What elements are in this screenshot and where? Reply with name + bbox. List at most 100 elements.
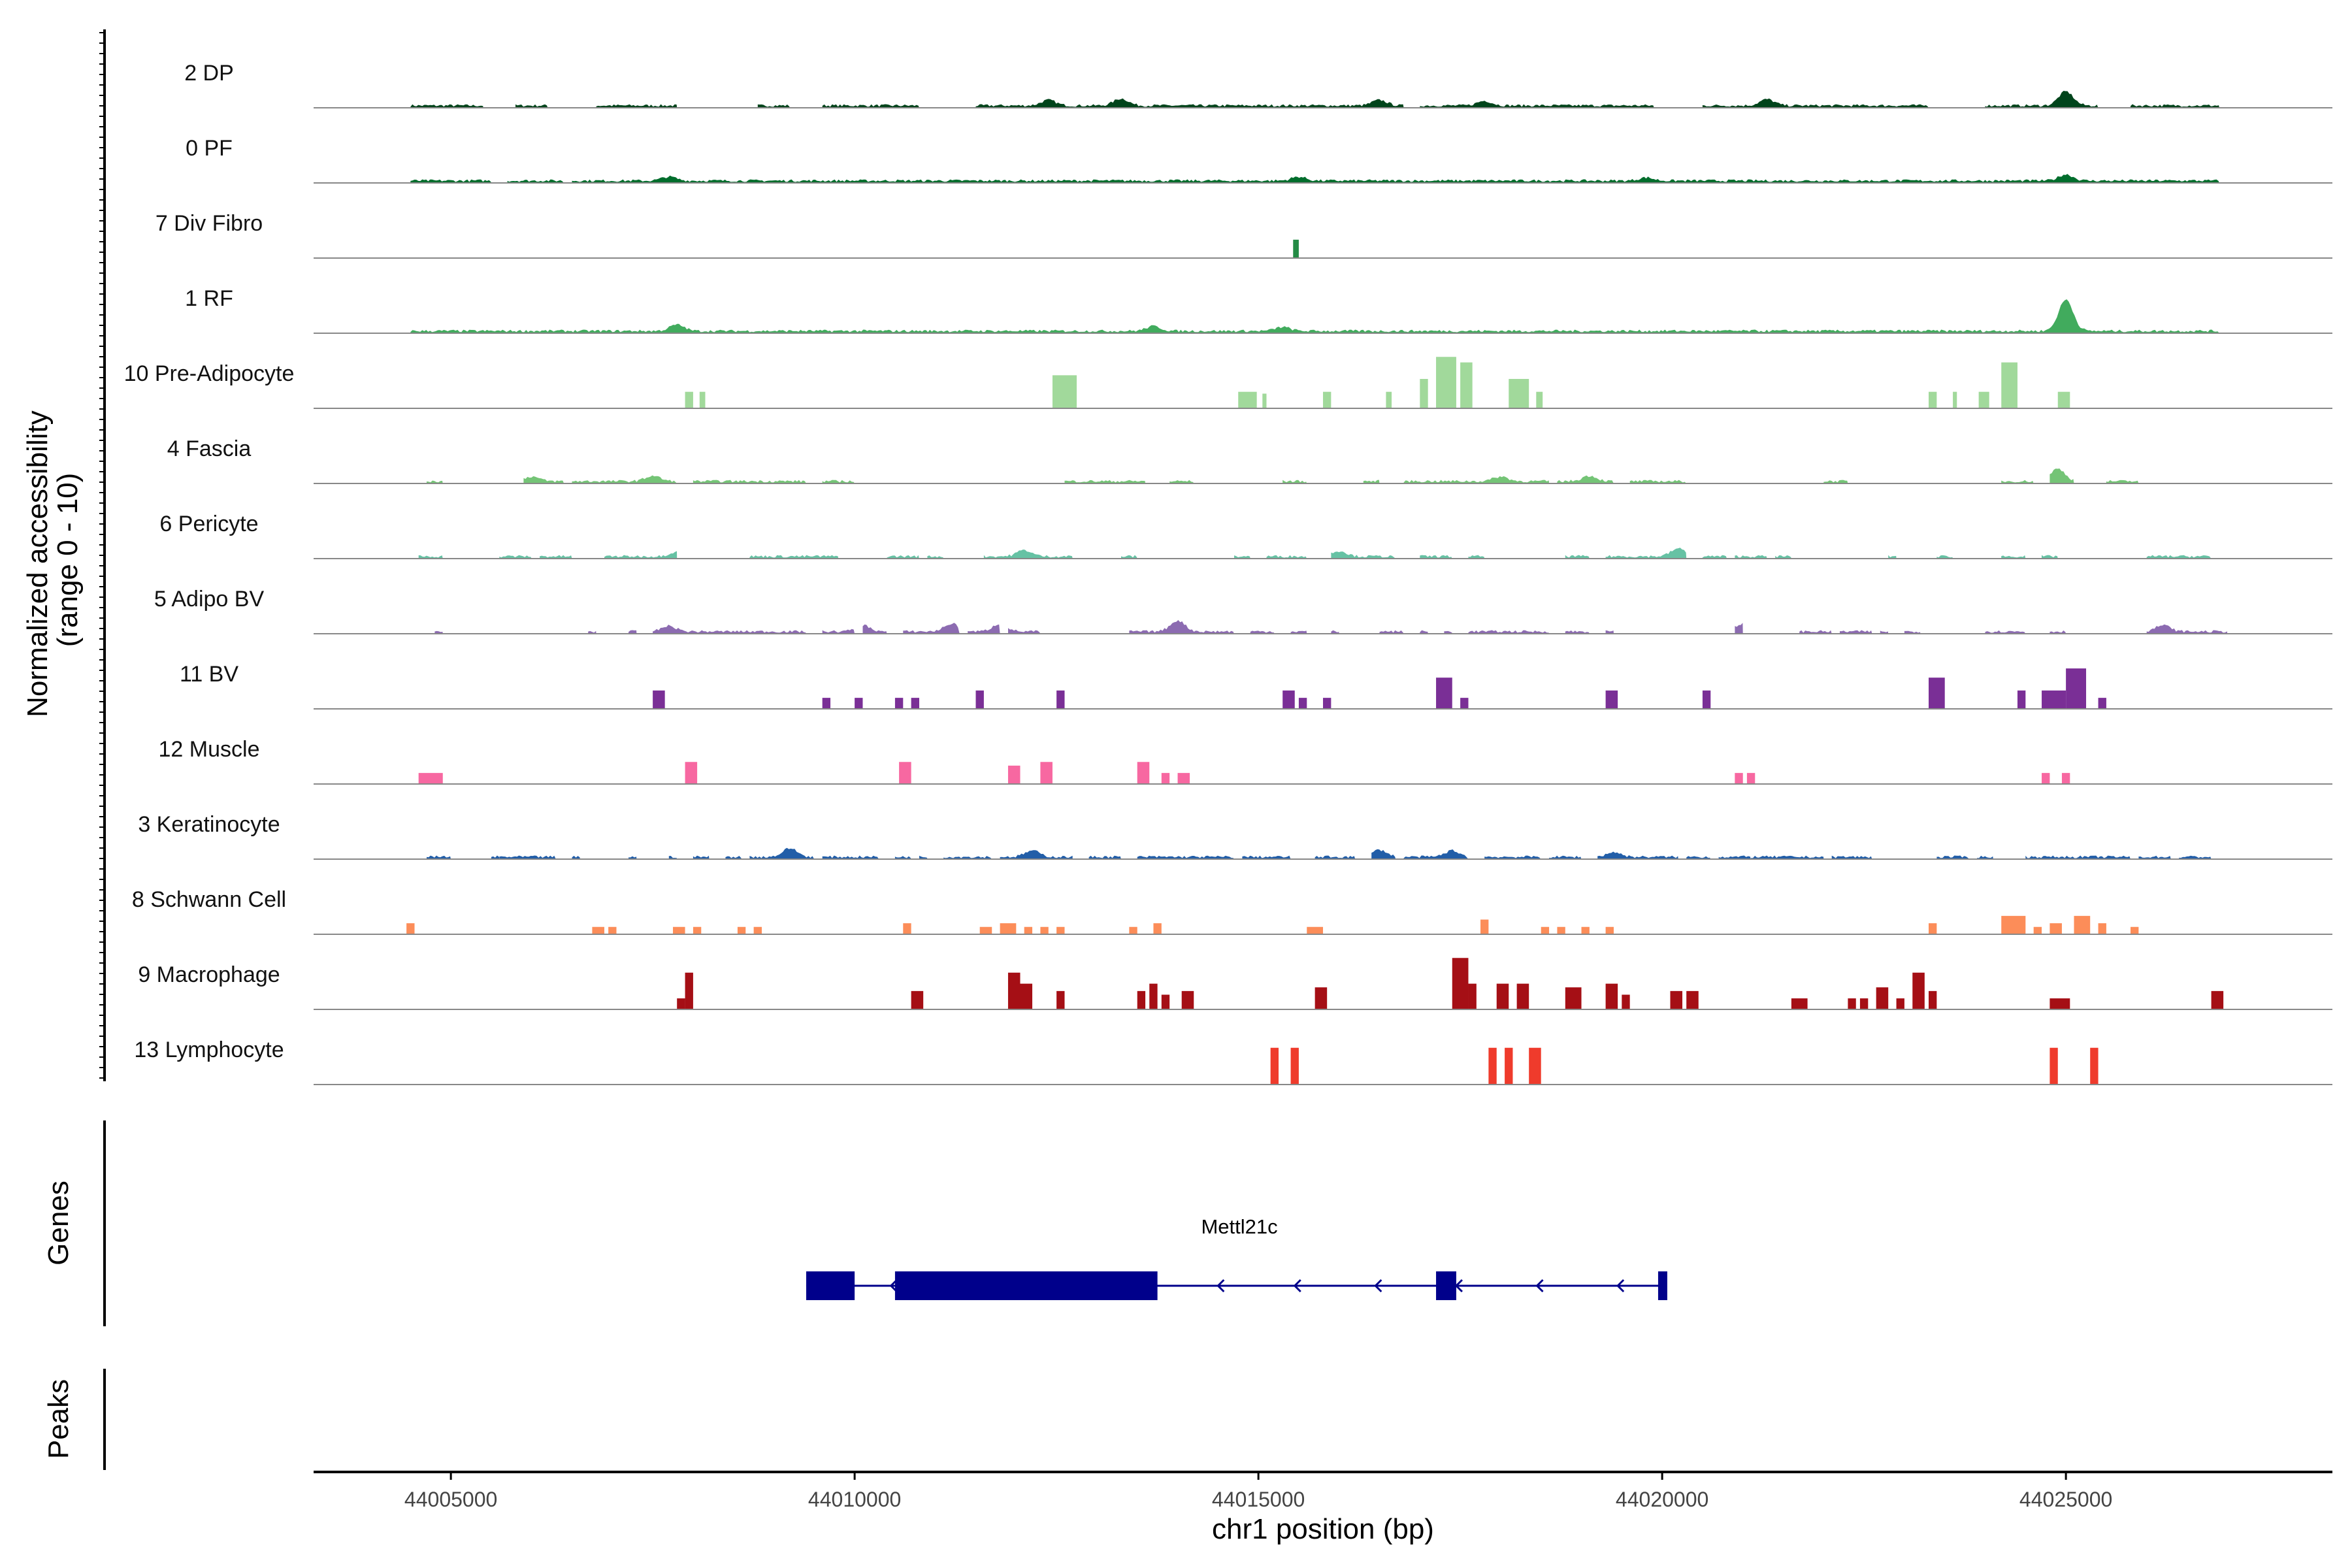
track-8-schwann-cell: 8 Schwann Cell bbox=[132, 887, 2332, 935]
coverage-segment bbox=[540, 555, 572, 559]
track-label: 6 Pericyte bbox=[159, 512, 258, 536]
coverage-segment bbox=[499, 555, 532, 559]
coverage-peak bbox=[1876, 987, 1889, 1009]
coverage-peak bbox=[753, 926, 762, 934]
coverage-peak bbox=[1007, 972, 1021, 1009]
track-7-div-fibro: 7 Div Fibro bbox=[155, 211, 2332, 259]
coverage-tracks: 2 DP 0 PF 7 Div Fibro 1 RF 10 Pre-Adipocyte 4… bbox=[124, 61, 2332, 1085]
coverage-segment bbox=[1799, 630, 1832, 634]
coverage-peak bbox=[1670, 990, 1683, 1009]
coverage-peak bbox=[899, 762, 911, 784]
coverage-segment bbox=[507, 179, 564, 183]
coverage-peak bbox=[1488, 1047, 1497, 1085]
coverage-peak bbox=[1323, 698, 1331, 709]
coverage-segment bbox=[572, 855, 580, 859]
coverage-segment bbox=[2179, 855, 2212, 859]
coverage-segment bbox=[1250, 630, 1275, 634]
coverage-segment bbox=[427, 480, 443, 483]
coverage-peak bbox=[1052, 375, 1077, 408]
coverage-segment bbox=[1137, 855, 1234, 859]
coverage-segment bbox=[2042, 555, 2058, 559]
track-6-pericyte: 6 Pericyte bbox=[159, 512, 2332, 559]
track-label: 0 PF bbox=[186, 136, 233, 161]
coverage-segment bbox=[410, 179, 491, 183]
coverage-peak bbox=[2042, 690, 2066, 709]
coverage-segment bbox=[822, 855, 879, 859]
coverage-segment bbox=[427, 855, 451, 859]
coverage-peak bbox=[2131, 926, 2139, 934]
track-label: 10 Pre-Adipocyte bbox=[124, 361, 295, 386]
coverage-y-axis-title: Normalized accessibility (range 0 - 10) bbox=[22, 402, 84, 717]
coverage-segment bbox=[822, 629, 855, 634]
coverage-y-axis-title-line2: (range 0 - 10) bbox=[52, 473, 84, 647]
coverage-segment bbox=[2001, 555, 2026, 559]
coverage-segment bbox=[2146, 624, 2228, 634]
coverage-segment bbox=[983, 549, 1073, 559]
coverage-peak bbox=[1270, 1047, 1279, 1085]
coverage-peak bbox=[2050, 923, 2062, 934]
coverage-peak bbox=[2061, 773, 2070, 784]
coverage-peak bbox=[1953, 391, 1957, 408]
coverage-segment bbox=[1888, 555, 1897, 559]
coverage-peak bbox=[1436, 678, 1452, 709]
coverage-peak bbox=[1529, 1047, 1541, 1085]
coverage-peak bbox=[1056, 926, 1065, 934]
coverage-peak bbox=[1536, 391, 1543, 408]
coverage-segment bbox=[1371, 849, 1396, 859]
coverage-peak bbox=[1129, 926, 1137, 934]
coverage-peak bbox=[653, 690, 665, 709]
coverage-peak bbox=[1929, 678, 1945, 709]
gene-name-label: Mettl21c bbox=[1201, 1215, 1277, 1238]
coverage-segment bbox=[1775, 555, 1791, 559]
track-label: 1 RF bbox=[185, 286, 233, 311]
coverage-peak bbox=[1262, 393, 1267, 408]
gene-exon bbox=[894, 1271, 1158, 1300]
coverage-segment bbox=[1702, 98, 1929, 108]
coverage-peak bbox=[1848, 998, 1856, 1009]
coverage-peak bbox=[699, 391, 706, 408]
coverage-peak bbox=[1746, 773, 1756, 784]
coverage-segment bbox=[1379, 630, 1404, 634]
coverage-peak bbox=[1307, 926, 1323, 934]
coverage-segment bbox=[418, 555, 443, 559]
coverage-segment bbox=[1468, 630, 1550, 634]
coverage-peak bbox=[1298, 698, 1307, 709]
coverage-segment bbox=[919, 855, 928, 859]
coverage-segment bbox=[894, 856, 911, 859]
coverage-segment bbox=[1420, 101, 1654, 108]
coverage-segment bbox=[596, 104, 678, 108]
coverage-segment bbox=[1420, 555, 1452, 559]
coverage-peak bbox=[855, 698, 863, 709]
coverage-peak bbox=[1024, 926, 1033, 934]
coverage-segment bbox=[1565, 555, 1590, 559]
coverage-segment bbox=[749, 555, 839, 559]
gene-model: Mettl21c bbox=[806, 1215, 1667, 1300]
track-5-adipo-bv: 5 Adipo BV bbox=[154, 587, 2332, 634]
gene-strand-arrow bbox=[1616, 1279, 1625, 1293]
track-13-lymphocyte: 13 Lymphocyte bbox=[134, 1037, 2332, 1085]
coverage-peak bbox=[685, 972, 693, 1009]
coverage-segment bbox=[1605, 547, 1687, 559]
coverage-segment bbox=[1444, 630, 1452, 634]
coverage-peak bbox=[2050, 998, 2070, 1009]
coverage-peak bbox=[1929, 990, 1937, 1009]
coverage-segment bbox=[1840, 630, 1872, 634]
coverage-peak bbox=[693, 926, 702, 934]
coverage-peak bbox=[406, 923, 415, 934]
gene-strand-arrow bbox=[1374, 1279, 1382, 1293]
coverage-peak bbox=[979, 926, 992, 934]
coverage-segment bbox=[604, 551, 678, 559]
track-0-pf: 0 PF bbox=[186, 136, 2332, 184]
coverage-segment bbox=[1565, 630, 1590, 634]
coverage-segment bbox=[1936, 555, 1953, 559]
coverage-peak bbox=[1137, 990, 1146, 1009]
coverage-segment bbox=[725, 856, 742, 859]
track-label: 9 Macrophage bbox=[138, 962, 280, 987]
coverage-segment bbox=[2138, 855, 2171, 859]
coverage-segment bbox=[2131, 104, 2219, 108]
track-label: 13 Lymphocyte bbox=[134, 1037, 284, 1062]
coverage-segment bbox=[1121, 555, 1137, 559]
coverage-peak bbox=[1460, 362, 1473, 408]
coverage-peak bbox=[1480, 919, 1489, 934]
coverage-peak bbox=[2001, 915, 2026, 934]
